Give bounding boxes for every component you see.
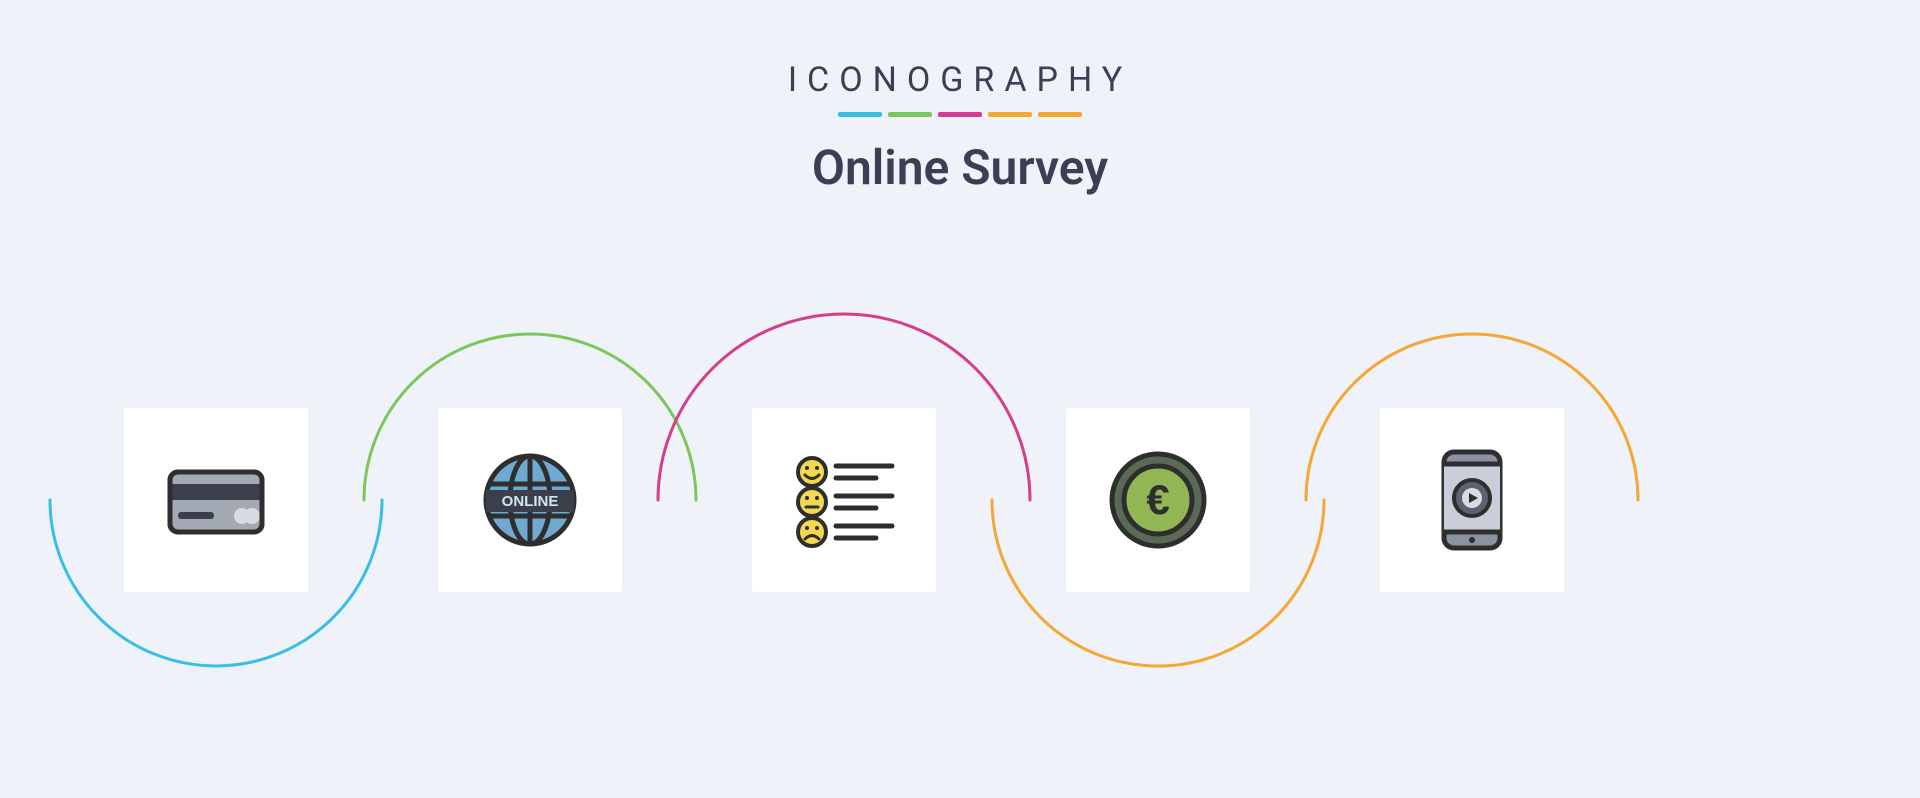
underline-segment — [1038, 112, 1082, 117]
brand-underline — [0, 112, 1920, 117]
page-title: Online Survey — [0, 139, 1920, 196]
icon-card — [1380, 408, 1564, 592]
svg-text:ONLINE: ONLINE — [502, 493, 559, 510]
icon-card: € — [1066, 408, 1250, 592]
globe-online-icon: ONLINE — [470, 440, 590, 560]
brand-label: ICONOGRAPHY — [0, 60, 1920, 100]
icon-card — [752, 408, 936, 592]
underline-segment — [988, 112, 1032, 117]
icon-card — [124, 408, 308, 592]
svg-text:€: € — [1146, 476, 1169, 523]
underline-segment — [938, 112, 982, 117]
emoji-list-icon — [784, 440, 904, 560]
underline-segment — [838, 112, 882, 117]
credit-card-icon — [156, 440, 276, 560]
euro-coin-icon: € — [1098, 440, 1218, 560]
icon-stage: ONLINE € — [0, 260, 1920, 740]
mobile-play-icon — [1412, 440, 1532, 560]
underline-segment — [888, 112, 932, 117]
icon-card: ONLINE — [438, 408, 622, 592]
header: ICONOGRAPHY Online Survey — [0, 0, 1920, 196]
